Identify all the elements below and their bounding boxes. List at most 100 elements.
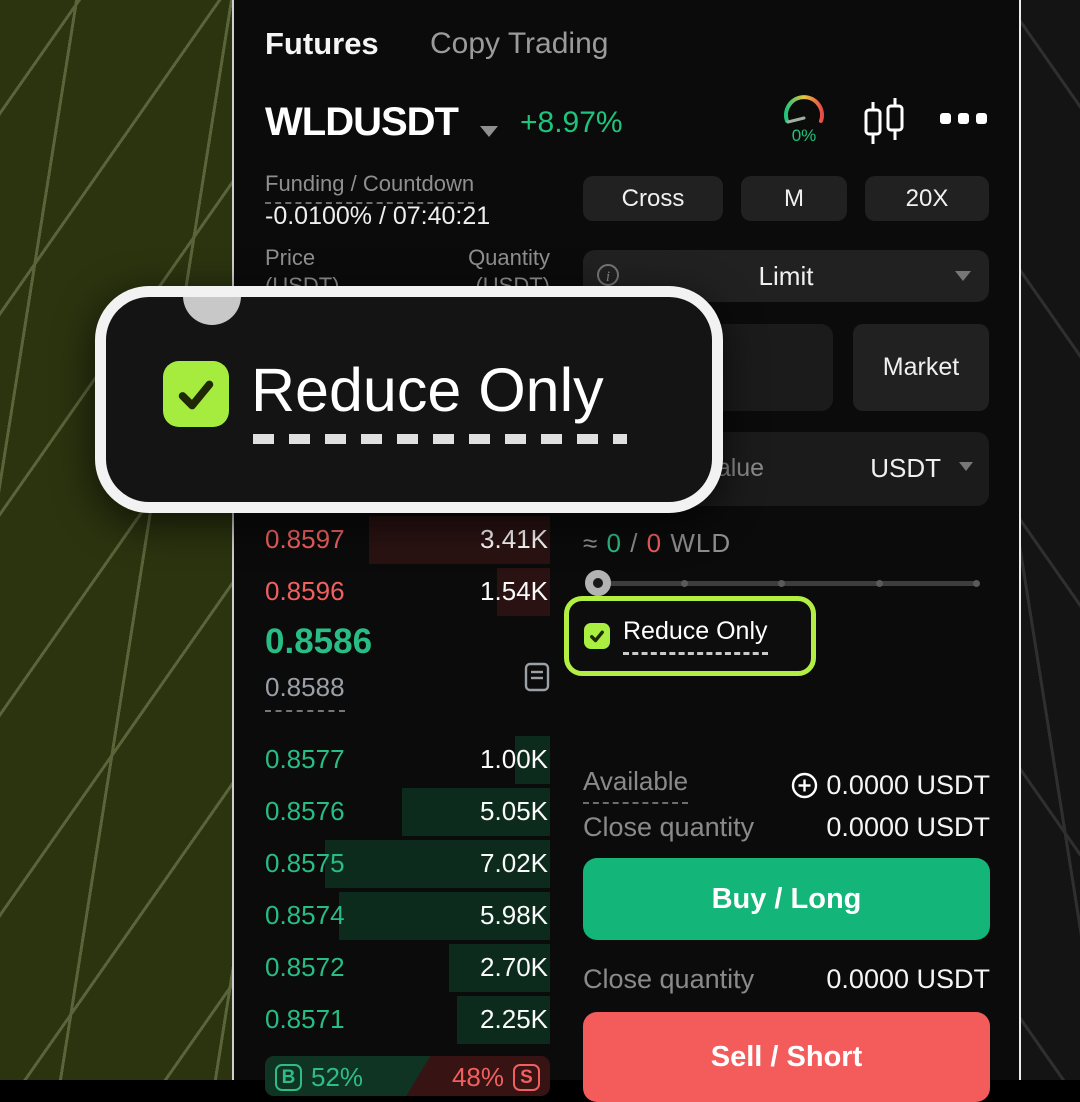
- reduce-only-highlight[interactable]: Reduce Only: [564, 596, 816, 676]
- orderbook-row[interactable]: 0.8597 3.41K: [265, 514, 550, 566]
- orderbook-row[interactable]: 0.8577 1.00K: [265, 734, 550, 786]
- market-button[interactable]: Market: [853, 324, 989, 411]
- orderbook-price[interactable]: 0.8596: [265, 576, 345, 606]
- close-quantity-label-2: Close quantity: [583, 964, 755, 994]
- depth-bar: [325, 840, 550, 888]
- margin-mode-button[interactable]: M: [741, 176, 847, 221]
- orderbook-price[interactable]: 0.8577: [265, 744, 345, 774]
- buy-percent: 52%: [311, 1062, 364, 1092]
- mark-price: 0.8588: [265, 672, 345, 712]
- chart-candlestick-icon[interactable]: [862, 98, 906, 153]
- orderbook-asks: 0.8597 3.41K 0.8596 1.54K: [265, 514, 550, 618]
- callout-label: Reduce Only: [251, 356, 604, 424]
- orderbook-quantity: 2.25K: [480, 1004, 548, 1034]
- trading-app-panel: Futures Copy Trading WLDUSDT +8.97% 0% F…: [232, 0, 1021, 1102]
- close-quantity-row: Close quantity 0.0000 USDT: [583, 812, 990, 843]
- orderbook: 0.8597 3.41K 0.8596 1.54K 0.8586 0.8588 0.8…: [265, 514, 550, 1096]
- depth-bar: [457, 996, 550, 1044]
- available-label: Available: [583, 766, 689, 804]
- orderbook-price[interactable]: 0.8574: [265, 900, 345, 930]
- orderbook-settings-icon[interactable]: [524, 662, 550, 697]
- depth-bar: [515, 736, 550, 784]
- orderbook-quantity: 5.05K: [480, 796, 548, 826]
- slider-dot[interactable]: [680, 580, 688, 587]
- orderbook-price[interactable]: 0.8571: [265, 1004, 345, 1034]
- approx-sign: ≈: [583, 528, 599, 558]
- unit-chevron-down-icon: [959, 462, 973, 471]
- orderbook-bids: 0.8577 1.00K 0.8576 5.05K 0.8575 7.02K 0.8574 5…: [265, 734, 550, 1046]
- margin-cross-button[interactable]: Cross: [583, 176, 723, 221]
- tab-futures[interactable]: Futures: [265, 26, 379, 61]
- available-row: Available 0.0000 USDT: [583, 766, 990, 804]
- close-quantity-value-2: 0.0000 USDT: [826, 964, 990, 994]
- slider-dot[interactable]: [778, 580, 785, 587]
- orderbook-quantity: 7.02K: [480, 848, 548, 878]
- last-price[interactable]: 0.8586: [265, 622, 373, 661]
- orderbook-row[interactable]: 0.8574 5.98K: [265, 890, 550, 942]
- unit-select-value[interactable]: USDT: [870, 453, 941, 483]
- orderbook-quantity: 1.00K: [480, 744, 548, 774]
- price-change-percent: +8.97%: [520, 106, 623, 139]
- slider-dot[interactable]: [973, 580, 980, 587]
- close-quantity-row-2: Close quantity 0.0000 USDT: [583, 964, 990, 995]
- gauge-icon: [784, 95, 824, 124]
- reduce-only-label: Reduce Only: [623, 617, 768, 655]
- position-estimate: ≈ 0 / 0 WLD: [583, 528, 731, 559]
- orderbook-row[interactable]: 0.8572 2.70K: [265, 942, 550, 994]
- short-qty: 0: [646, 528, 663, 558]
- leverage-button[interactable]: 20X: [865, 176, 989, 221]
- separator: /: [621, 528, 647, 558]
- depth-bar: [449, 944, 550, 992]
- long-qty: 0: [606, 528, 622, 558]
- buy-long-button[interactable]: Buy / Long: [583, 858, 990, 940]
- orderbook-price[interactable]: 0.8575: [265, 848, 345, 878]
- chevron-down-icon: [955, 271, 971, 281]
- depth-bar: [497, 568, 550, 616]
- position-unit: WLD: [662, 528, 732, 558]
- slider-dot[interactable]: [875, 580, 883, 587]
- orderbook-quantity: 5.98K: [480, 900, 548, 930]
- deposit-plus-icon[interactable]: [791, 772, 818, 799]
- sell-percent: 48%: [451, 1062, 504, 1092]
- risk-gauge[interactable]: 0%: [774, 94, 834, 146]
- sell-badge: S: [513, 1064, 540, 1091]
- orderbook-quantity: 1.54K: [480, 576, 548, 606]
- close-quantity-value: 0.0000 USDT: [826, 812, 990, 842]
- symbol-dropdown-caret-icon[interactable]: [480, 126, 498, 137]
- symbol-title[interactable]: WLDUSDT: [265, 100, 459, 144]
- reduce-only-callout: Reduce Only: [95, 286, 723, 513]
- magnified-slider-knob: [183, 297, 241, 325]
- reduce-only-checkbox[interactable]: [584, 623, 610, 649]
- depth-bar: [339, 892, 550, 940]
- orderbook-row[interactable]: 0.8576 5.05K: [265, 786, 550, 838]
- available-value: 0.0000 USDT: [826, 769, 990, 800]
- callout-checkbox[interactable]: [163, 361, 229, 427]
- close-quantity-label: Close quantity: [583, 812, 755, 842]
- price-header: Price: [265, 245, 316, 270]
- orderbook-quantity: 2.70K: [480, 952, 548, 982]
- quantity-header: Quantity: [468, 245, 550, 270]
- orderbook-row[interactable]: 0.8596 1.54K: [265, 566, 550, 618]
- depth-bar: [402, 788, 550, 836]
- orderbook-price[interactable]: 0.8576: [265, 796, 345, 826]
- funding-countdown-label: Funding / Countdown: [265, 171, 475, 204]
- orderbook-row[interactable]: 0.8575 7.02K: [265, 838, 550, 890]
- orderbook-mid: 0.8586 0.8588: [265, 618, 550, 734]
- callout-body: Reduce Only: [106, 297, 712, 502]
- buy-badge: B: [275, 1064, 302, 1091]
- background-grid-left: [0, 0, 232, 1080]
- orderbook-row[interactable]: 0.8571 2.25K: [265, 994, 550, 1046]
- sell-short-button[interactable]: Sell / Short: [583, 1012, 990, 1102]
- tab-copy-trading[interactable]: Copy Trading: [430, 27, 609, 60]
- orderbook-price[interactable]: 0.8572: [265, 952, 345, 982]
- funding-countdown-value: -0.0100% / 07:40:21: [265, 202, 491, 230]
- orderbook-column-headers: Price Quantity: [265, 245, 550, 271]
- amount-slider-knob[interactable]: [585, 570, 611, 596]
- callout-dashed-underline: [253, 434, 627, 444]
- orderbook-price[interactable]: 0.8597: [265, 524, 345, 554]
- order-type-value: Limit: [758, 261, 814, 291]
- depth-ratio-bar: B 52% 48% S: [265, 1056, 550, 1096]
- more-options-icon[interactable]: [940, 113, 987, 124]
- gauge-value: 0%: [791, 126, 817, 145]
- info-icon[interactable]: i: [597, 264, 619, 286]
